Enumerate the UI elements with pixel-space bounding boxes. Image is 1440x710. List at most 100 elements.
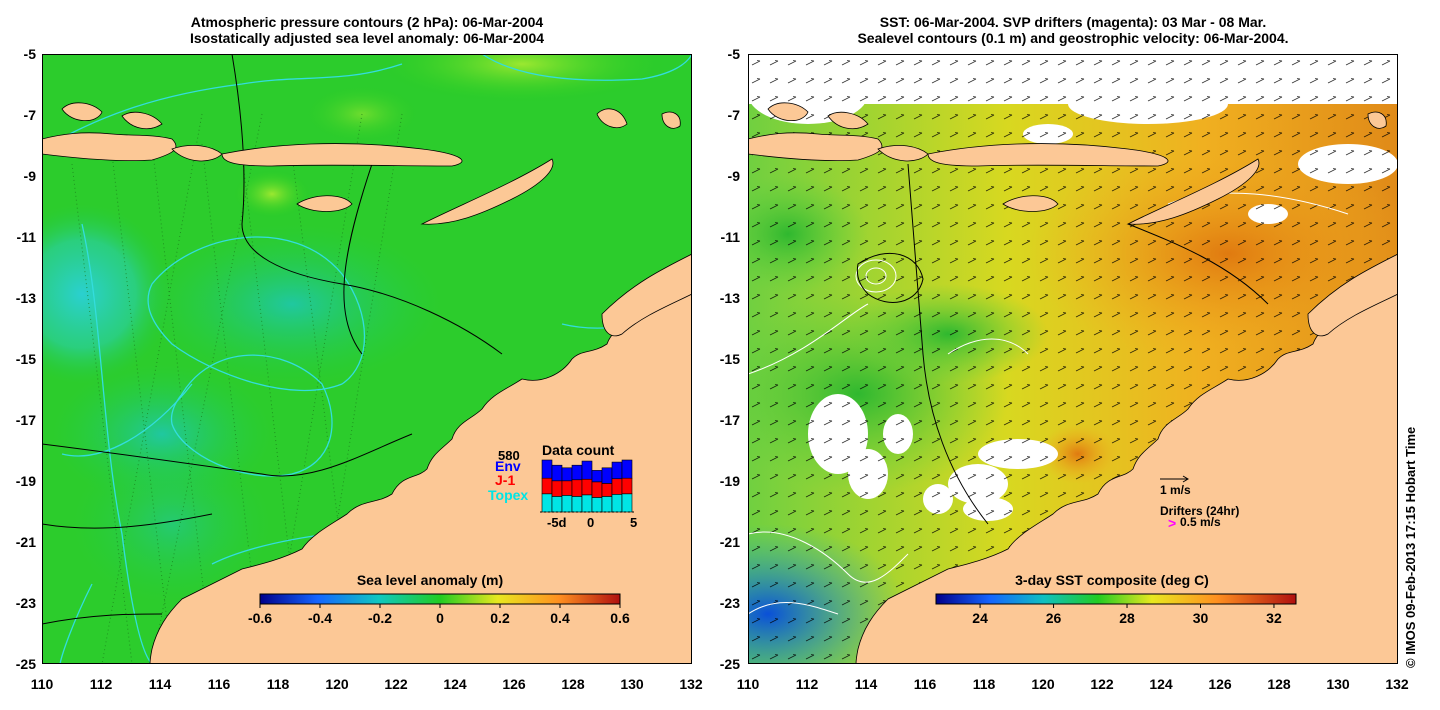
java-island [748,132,883,162]
count-xtick: 0 [587,515,594,530]
imos-credit: © IMOS 09-Feb-2013 17:15 Hobart Time [1403,426,1418,668]
y-tick-label: -5 [23,46,36,62]
y-tick-label: -25 [719,656,740,672]
australia-mainland [149,263,692,664]
timor-island [420,158,554,225]
sla-colorbar-label: Sea level anomaly (m) [357,572,503,588]
sla-colorbar: Sea level anomaly (m) -0.6 -0.4 -0.2 0 0.2 0.… [248,572,630,626]
colorbar-tick-label: 28 [1119,610,1135,626]
count-xtick: 5 [630,515,637,530]
y-tick-label: -11 [720,229,740,245]
left-sea-level-map: Sea level anomaly (m) -0.6 -0.4 -0.2 0 0.2 0.… [42,54,692,664]
count-bar-env [571,464,583,481]
left-title-line1: Atmospheric pressure contours (2 hPa): 0… [190,14,544,30]
x-tick-label: 118 [972,676,996,692]
count-bar-topex [621,493,633,513]
australia-north-peninsula [601,253,692,337]
y-tick-label: -13 [719,290,740,306]
velocity-legend: 1 m/s Drifters (24hr) > 0.5 m/s [1160,475,1239,531]
colorbar-tick-label: -0.4 [308,610,332,626]
y-tick-label: -15 [719,351,740,367]
colorbar-tick-label: 24 [972,610,988,626]
sst-pressure-contours [856,163,1269,525]
left-title-line2: Isostatically adjusted sea level anomaly… [189,30,545,46]
y-tick-label: -25 [15,656,36,672]
flores-island [927,143,1169,167]
sumba-island [296,195,353,212]
left-map-title: Atmospheric pressure contours (2 hPa): 0… [42,14,692,46]
lombok-island [827,111,869,130]
count-bar-topex [571,496,583,513]
x-tick-label: 118 [266,676,290,692]
colorbar-tick-label: -0.2 [368,610,392,626]
colorbar-tick-label: 0.6 [610,610,630,626]
x-tick-label: 130 [620,676,644,692]
y-tick-label: -7 [23,107,36,123]
x-tick-label: 132 [1385,676,1409,692]
x-tick-label: 124 [443,676,467,692]
sla-low-anomaly [142,224,442,384]
sst-colorbar-label: 3-day SST composite (deg C) [1015,572,1209,588]
count-bar-j1 [581,478,593,496]
right-map-title: SST: 06-Mar-2004. SVP drifters (magenta)… [748,14,1398,46]
sst-colorbar-gradient [935,593,1297,605]
velocity-legend-label: 1 m/s [1160,483,1191,497]
small-island [596,108,628,128]
count-bar-j1 [541,477,553,495]
count-bar-j1 [611,478,623,495]
colorbar-tick-label: 0.2 [490,610,510,626]
drifter-legend-title: Drifters (24hr) [1160,504,1239,518]
count-bar-topex [601,496,613,513]
sla-colorbar-gradient [259,593,621,605]
count-xtick: -5d [547,515,567,530]
data-count-title: Data count [542,442,615,458]
count-bar-env [611,461,623,480]
count-bar-topex [551,496,563,513]
x-tick-label: 114 [148,676,172,692]
australia-mainland [855,263,1398,664]
drifter-legend-symbol: > [1168,515,1176,531]
y-tick-label: -17 [15,412,36,428]
x-tick-label: 112 [89,676,113,692]
legend-j1: J-1 [495,472,515,488]
bali-island [767,102,809,122]
sla-low-anomaly [72,444,272,604]
count-bar-env [621,459,633,479]
y-tick-label: -23 [15,595,36,611]
right-title-line1: SST: 06-Mar-2004. SVP drifters (magenta)… [879,14,1267,30]
count-bar-topex [541,493,553,513]
y-tick-label: -23 [719,595,740,611]
sumba-island [1002,195,1059,212]
y-tick-label: -7 [727,107,740,123]
small-island [1367,111,1387,129]
x-tick-label: 120 [325,676,349,692]
count-bar-env [561,467,573,482]
count-bar-j1 [561,480,573,496]
colorbar-tick-label: 32 [1266,610,1282,626]
sla-high-anomaly [372,54,672,104]
y-tick-label: -15 [15,351,36,367]
legend-env: Env [495,458,521,474]
y-tick-label: -19 [719,473,740,489]
y-tick-label: -21 [719,534,740,550]
count-bar-topex [591,497,603,513]
count-bar-j1 [591,481,603,498]
count-bar-j1 [601,483,613,497]
timor-island [1126,158,1260,225]
java-island [42,132,177,162]
y-tick-label: -17 [719,412,740,428]
land-masses [42,102,692,664]
x-tick-label: 110 [736,676,760,692]
y-tick-label: -19 [15,473,36,489]
bali-island [61,102,103,122]
colorbar-tick-label: -0.6 [248,610,272,626]
australia-north-peninsula [1307,253,1398,337]
count-bar-env [601,467,613,484]
count-bar-topex [611,494,623,513]
colorbar-tick-label: 30 [1193,610,1209,626]
x-tick-label: 124 [1149,676,1173,692]
count-bar-topex [581,494,593,513]
flores-island [221,143,463,167]
colorbar-tick-label: 0 [436,610,444,626]
count-bar-j1 [551,480,563,497]
